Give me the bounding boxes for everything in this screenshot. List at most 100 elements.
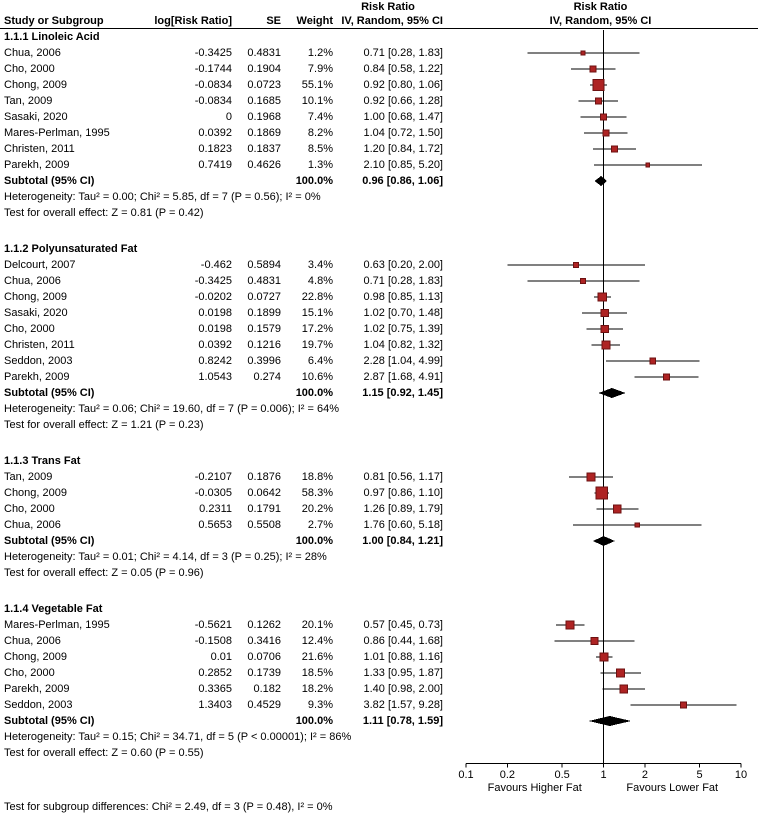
effect-square-marker xyxy=(595,486,609,500)
ci-plot xyxy=(593,145,636,153)
ci-plot-cell xyxy=(443,289,758,305)
effect-square-marker xyxy=(597,292,607,302)
study-row: Cho, 2000 0.0198 0.1579 17.2% 1.02 [0.75, 1.… xyxy=(0,321,758,337)
ci-text-value: 1.33 [0.95, 1.87] xyxy=(363,667,443,679)
axis-tick-label: 2 xyxy=(642,769,648,781)
ci-plot xyxy=(555,620,585,630)
overall-effect-note: Test for overall effect: Z = 0.81 (P = 0… xyxy=(4,207,204,219)
log-risk-ratio-value: 1.3403 xyxy=(198,699,232,711)
blank-cell xyxy=(232,713,281,729)
ci-plot-cell xyxy=(443,125,758,141)
section-title-row: 1.1.4 Vegetable Fat xyxy=(0,601,758,617)
study-row: Tan, 2009 -0.2107 0.1876 18.8% 0.81 [0.56, 1… xyxy=(0,469,758,485)
study-row: Parekh, 2009 0.3365 0.182 18.2% 1.40 [0.98, … xyxy=(0,681,758,697)
ci-plot xyxy=(580,113,627,121)
section-title: 1.1.1 Linoleic Acid xyxy=(4,31,100,43)
blank-cell xyxy=(148,533,232,549)
ci-plot xyxy=(507,262,645,268)
axis-tick-label: 10 xyxy=(735,769,747,781)
study-label: Chua, 2006 xyxy=(4,275,61,287)
study-label: Cho, 2000 xyxy=(4,323,55,335)
effect-square-marker xyxy=(645,162,651,168)
effect-square-marker xyxy=(600,308,609,318)
risk-ratio-text-col-title: Risk Ratio xyxy=(361,1,415,13)
weight-value: 6.4% xyxy=(307,355,333,367)
study-label: Chua, 2006 xyxy=(4,635,61,647)
forest-rows: 1.1.1 Linoleic Acid Chua, 2006 -0.3425 0.48… xyxy=(0,29,758,761)
study-label: Seddon, 2003 xyxy=(4,699,73,711)
study-row: Chong, 2009 -0.0202 0.0727 22.8% 0.98 [0.85,… xyxy=(0,289,758,305)
study-label: Parekh, 2009 xyxy=(4,371,70,383)
section-gap xyxy=(0,221,758,241)
subtotal-row: Subtotal (95% CI) 100.0% 1.00 [0.84, 1.21] xyxy=(0,533,758,549)
x-axis: 0.1 0.2 0.5 1 2 5 10 Favours Higher Fat Favours … xyxy=(0,761,758,795)
effect-square-marker xyxy=(586,472,596,482)
ci-plot xyxy=(527,277,640,285)
favours-right-label: Favours Lower Fat xyxy=(626,782,718,794)
se-value: 0.0642 xyxy=(247,487,281,499)
study-row: Chua, 2006 0.5653 0.5508 2.7% 1.76 [0.60, 5.… xyxy=(0,517,758,533)
study-row: Christen, 2011 0.1823 0.1837 8.5% 1.20 [0.84… xyxy=(0,141,758,157)
effect-square-marker xyxy=(619,684,628,694)
section-gap xyxy=(0,581,758,601)
study-row: Cho, 2000 0.2852 0.1739 18.5% 1.33 [0.95, 1.… xyxy=(0,665,758,681)
log-risk-ratio-value: 0.2311 xyxy=(199,503,232,515)
log-risk-ratio-value: 0 xyxy=(225,111,232,123)
ci-text-value: 1.01 [0.88, 1.16] xyxy=(363,651,443,663)
weight-value: 22.8% xyxy=(301,291,333,303)
study-row: Sasaki, 2020 0.0198 0.1899 15.1% 1.02 [0.70,… xyxy=(0,305,758,321)
se-value: 0.0706 xyxy=(247,651,281,663)
ci-plot-cell xyxy=(443,45,758,61)
axis-tick-label: 5 xyxy=(697,769,703,781)
subtotal-weight: 100.0% xyxy=(295,175,333,187)
effect-square-marker xyxy=(662,373,671,381)
subtotal-diamond xyxy=(598,388,626,398)
se-value: 0.3996 xyxy=(247,355,281,367)
se-value: 0.4529 xyxy=(247,699,281,711)
study-label: Cho, 2000 xyxy=(4,63,55,75)
blank-cell xyxy=(148,713,232,729)
ci-plot xyxy=(590,78,607,92)
subtotal-ci-text: 1.00 [0.84, 1.21] xyxy=(362,535,443,547)
ci-plot xyxy=(600,668,641,678)
effect-square-marker xyxy=(634,522,640,528)
study-label: Chong, 2009 xyxy=(4,651,67,663)
weight-value: 20.2% xyxy=(301,503,333,515)
ci-text-value: 0.92 [0.80, 1.06] xyxy=(363,79,443,91)
study-row: Cho, 2000 -0.1744 0.1904 7.9% 0.84 [0.58, 1.… xyxy=(0,61,758,77)
subtotal-diamond xyxy=(593,536,615,546)
heterogeneity-note: Heterogeneity: Tau² = 0.15; Chi² = 34.71… xyxy=(4,731,352,743)
ci-text-value: 1.76 [0.60, 5.18] xyxy=(363,519,443,531)
study-col-header: Study or Subgroup xyxy=(4,15,104,27)
effect-square-marker xyxy=(589,65,597,73)
ci-text-value: 1.00 [0.68, 1.47] xyxy=(363,111,443,123)
se-value: 0.4626 xyxy=(247,159,281,171)
subtotal-diamond-cell xyxy=(443,533,758,549)
weight-value: 9.3% xyxy=(307,699,333,711)
study-row: Tan, 2009 -0.0834 0.1685 10.1% 0.92 [0.66, 1… xyxy=(0,93,758,109)
study-row: Parekh, 2009 1.0543 0.274 10.6% 2.87 [1.68, … xyxy=(0,369,758,385)
log-risk-ratio-value: -0.1508 xyxy=(194,635,232,647)
log-risk-ratio-value: 0.7419 xyxy=(198,159,232,171)
effect-square-marker xyxy=(573,262,579,268)
heterogeneity-note: Heterogeneity: Tau² = 0.01; Chi² = 4.14,… xyxy=(4,551,327,563)
ci-text-value: 0.86 [0.44, 1.68] xyxy=(363,635,443,647)
heterogeneity-note: Heterogeneity: Tau² = 0.00; Chi² = 5.85,… xyxy=(4,191,321,203)
ci-text-value: 1.20 [0.84, 1.72] xyxy=(363,143,443,155)
study-label: Tan, 2009 xyxy=(4,95,53,107)
effect-square-marker xyxy=(580,50,586,56)
study-row: Chua, 2006 -0.3425 0.4831 1.2% 0.71 [0.28, 1… xyxy=(0,45,758,61)
effect-square-marker xyxy=(649,357,656,365)
favours-left-label: Favours Higher Fat xyxy=(488,782,582,794)
ci-plot-cell xyxy=(443,697,758,713)
log-risk-ratio-value: 0.0392 xyxy=(198,339,232,351)
subtotal-diamond xyxy=(594,176,607,186)
subtotal-diamond-cell xyxy=(443,385,758,401)
study-row: Seddon, 2003 1.3403 0.4529 9.3% 3.82 [1.57, … xyxy=(0,697,758,713)
blank-cell xyxy=(232,533,281,549)
se-value: 0.1876 xyxy=(247,471,281,483)
ci-plot xyxy=(634,373,699,381)
ci-plot-cell xyxy=(443,485,758,501)
weight-value: 10.6% xyxy=(301,371,333,383)
